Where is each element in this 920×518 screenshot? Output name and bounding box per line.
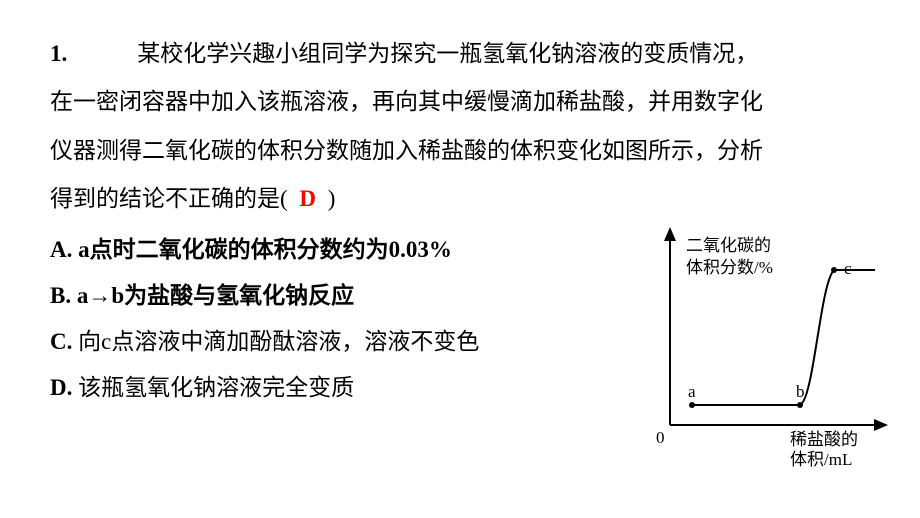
point-a-label: a <box>688 382 696 401</box>
q-line4-post: ) <box>328 186 336 211</box>
x-axis-arrow <box>874 419 888 431</box>
question-stem: 1. 某校化学兴趣小组同学为探究一瓶氢氧化钠溶液的变质情况， 在一密闭容器中加入该… <box>50 30 880 223</box>
origin-label: 0 <box>656 428 665 447</box>
x-label-l1: 稀盐酸的 <box>790 430 858 449</box>
point-b-marker <box>797 402 803 408</box>
point-c-marker <box>831 267 837 273</box>
y-label-l1: 二氧化碳的 <box>686 236 771 255</box>
q-line2: 在一密闭容器中加入该瓶溶液，再向其中缓慢滴加稀盐酸，并用数字化 <box>50 78 880 126</box>
q-line1: 某校化学兴趣小组同学为探究一瓶氢氧化钠溶液的变质情况， <box>137 41 758 66</box>
point-a-marker <box>689 402 695 408</box>
point-c-label: c <box>844 259 852 278</box>
y-axis-arrow <box>664 227 676 241</box>
point-b-label: b <box>796 382 805 401</box>
x-label-l2: 体积/mL <box>790 450 852 469</box>
q-line3: 仪器测得二氧化碳的体积分数随加入稀盐酸的体积变化如图所示，分析 <box>50 127 880 175</box>
data-curve <box>692 270 875 405</box>
y-label-l2: 体积分数/% <box>686 258 773 277</box>
chart-svg: 二氧化碳的 体积分数/% 稀盐酸的 体积/mL 0 a b c <box>630 225 890 470</box>
chart: 二氧化碳的 体积分数/% 稀盐酸的 体积/mL 0 a b c <box>630 225 890 470</box>
q-line4-pre: 得到的结论不正确的是( <box>50 186 288 211</box>
question-number: 1. <box>50 41 67 66</box>
answer-mark: D <box>293 186 322 211</box>
